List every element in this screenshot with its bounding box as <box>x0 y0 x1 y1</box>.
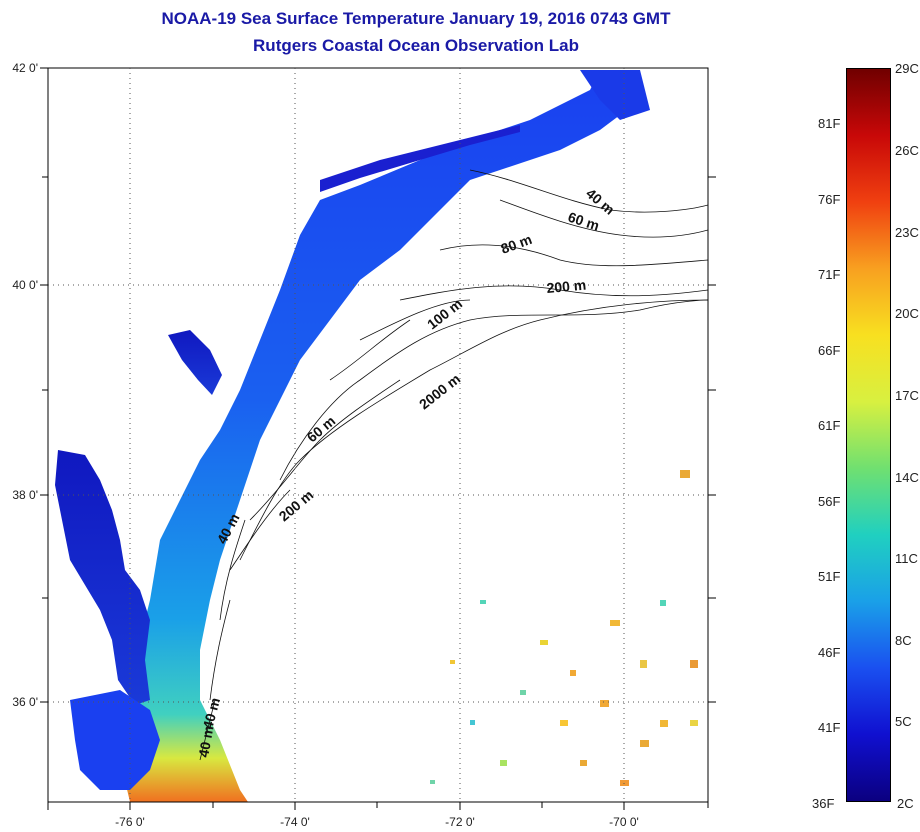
colorbar-celsius-label: 2C <box>897 796 914 811</box>
chesapeake-bay <box>55 450 150 705</box>
lon-tick-label: -76 0' <box>115 815 145 829</box>
lon-tick-label: -72 0' <box>445 815 475 829</box>
long-island-sound <box>320 125 520 192</box>
map-frame <box>47 67 709 803</box>
lon-tick-label: -74 0' <box>280 815 310 829</box>
isobath-label: 200 m <box>276 487 317 525</box>
colorbar-celsius-label: 11C <box>895 551 918 566</box>
isobath-label: 2000 m <box>416 371 463 413</box>
northern-bay-water <box>580 70 650 120</box>
isobath-label: 80 m <box>499 231 534 257</box>
temperature-colorbar <box>846 68 891 802</box>
pamlico-sound <box>70 690 160 790</box>
colorbar-fahrenheit-label: 81F <box>818 116 841 131</box>
colorbar-fahrenheit-label: 71F <box>818 267 841 282</box>
colorbar-celsius-label: 26C <box>895 143 919 158</box>
lat-tick-label: 40 0' <box>12 278 38 292</box>
lat-tick-label: 42 0' <box>12 61 38 75</box>
axis-ticks <box>40 67 716 810</box>
colorbar-fahrenheit-label: 76F <box>818 192 841 207</box>
colorbar-celsius-label: 29C <box>895 61 919 76</box>
offshore-sst-patches <box>430 470 698 786</box>
isobath-label: 40 m <box>583 185 618 218</box>
colorbar-fahrenheit-label: 46F <box>818 645 841 660</box>
colorbar-fahrenheit-label: 61F <box>818 418 841 433</box>
isobath-label: 200 m <box>546 277 587 296</box>
map-subtitle: Rutgers Coastal Ocean Observation Lab <box>253 36 579 55</box>
colorbar-celsius-label: 23C <box>895 225 919 240</box>
colorbar-celsius-label: 5C <box>895 714 912 729</box>
colorbar-celsius-label: 8C <box>895 633 912 648</box>
colorbar-celsius-label: 20C <box>895 306 919 321</box>
colorbar-celsius-label: 14C <box>895 470 919 485</box>
lat-tick-label: 36 0' <box>12 695 38 709</box>
delaware-bay <box>168 330 222 395</box>
colorbar-celsius-label: 17C <box>895 388 919 403</box>
colorbar-fahrenheit-label: 56F <box>818 494 841 509</box>
colorbar-fahrenheit-label: 36F <box>812 796 835 811</box>
isobath-contours <box>199 169 708 761</box>
map-title: NOAA-19 Sea Surface Temperature January … <box>161 9 671 28</box>
sst-map: -76 0' -74 0' -72 0' -70 0' 42 0' 40 0' … <box>12 61 716 829</box>
lon-tick-label: -70 0' <box>609 815 639 829</box>
colorbar-fahrenheit-label: 41F <box>818 720 841 735</box>
isobath-label: 100 m <box>424 295 465 332</box>
isobath-label: 40 m <box>199 696 223 731</box>
isobath-label: 40 m <box>195 724 216 758</box>
graticule <box>48 68 708 802</box>
isobath-label: 60 m <box>566 209 601 234</box>
isobath-label: 60 m <box>304 413 339 446</box>
colorbar-fahrenheit-label: 51F <box>818 569 841 584</box>
lat-tick-label: 38 0' <box>12 488 38 502</box>
shelf-water <box>120 70 640 802</box>
colorbar-fahrenheit-label: 66F <box>818 343 841 358</box>
